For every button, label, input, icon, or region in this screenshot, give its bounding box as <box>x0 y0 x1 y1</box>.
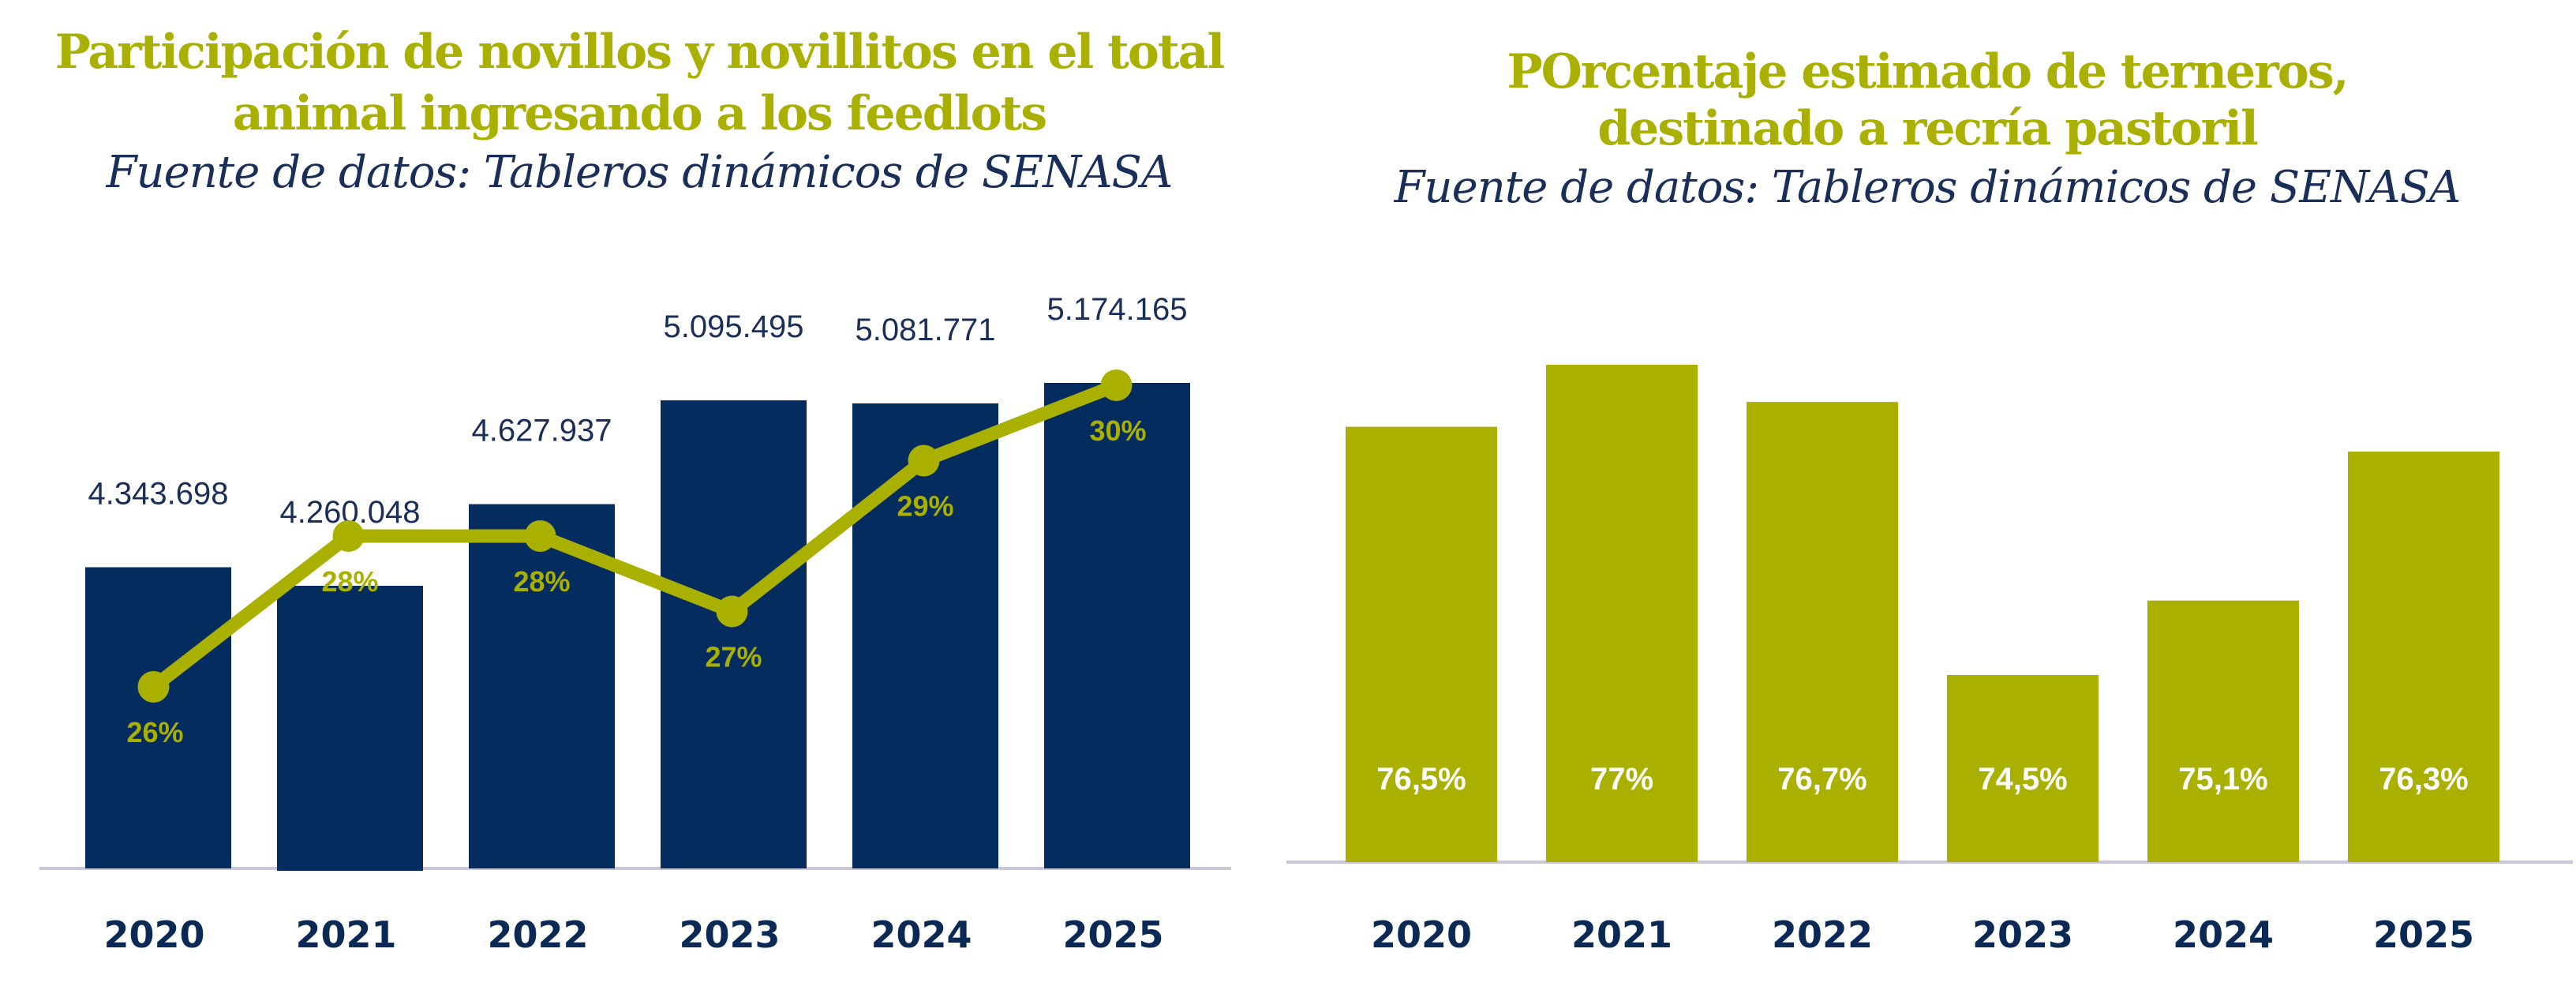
line-point-2025 <box>1100 369 1133 401</box>
chart-subtitle: Fuente de datos: Tableros dinámicos de S… <box>106 147 1174 198</box>
line-point-2024 <box>908 444 940 477</box>
line-point-2023 <box>716 595 748 628</box>
chart-title-line-1: Participación de novillos y novillitos e… <box>54 24 1226 80</box>
x-tick-label-2023: 2023 <box>679 913 780 956</box>
bar-2024 <box>2147 600 2299 862</box>
x-tick-label-2025: 2025 <box>2373 913 2474 956</box>
bar-2025 <box>1044 383 1190 868</box>
bar-2021 <box>1546 365 1698 862</box>
chart-title-line-2: animal ingresando a los feedlots <box>232 86 1047 141</box>
x-tick-label-2022: 2022 <box>487 913 588 956</box>
line-value-label-2022: 28% <box>513 565 570 598</box>
terneros-recria-chart: POrcentaje estimado de terneros, destina… <box>1279 0 2576 990</box>
bar-2024 <box>852 403 998 868</box>
bar-2020 <box>1346 426 1497 862</box>
x-tick-label-2022: 2022 <box>1772 913 1873 956</box>
bar-value-label-2020: 4.343.698 <box>88 476 229 511</box>
bar-2023 <box>1947 675 2099 862</box>
line-value-label-2020: 26% <box>126 716 183 748</box>
bar-value-label-2023: 5.095.495 <box>664 309 804 344</box>
bar-value-label-2022: 76,7% <box>1777 762 1866 797</box>
x-tick-label-2021: 2021 <box>1571 913 1672 956</box>
chart-title-line-2: destinado a recría pastoril <box>1597 101 2259 156</box>
line-series-participacion <box>149 379 1119 692</box>
line-value-label-2025: 30% <box>1089 414 1146 447</box>
bar-value-label-2020: 76,5% <box>1376 762 1466 797</box>
bar-value-label-2025: 5.174.165 <box>1047 292 1188 327</box>
x-tick-label-2023: 2023 <box>1972 913 2073 956</box>
line-point-2020 <box>137 671 170 703</box>
x-tick-label-2021: 2021 <box>295 913 396 956</box>
chart-subtitle: Fuente de datos: Tableros dinámicos de S… <box>1394 162 2462 213</box>
chart-plot-area: 4.343.69820204.260.04820214.627.93720225… <box>39 292 1231 956</box>
x-tick-label-2020: 2020 <box>103 913 204 956</box>
bar-2021 <box>277 586 423 871</box>
line-value-label-2024: 29% <box>897 490 953 523</box>
bar-value-label-2024: 5.081.771 <box>856 313 996 347</box>
bar-value-label-2022: 4.627.937 <box>472 414 612 448</box>
bar-value-label-2025: 76,3% <box>2379 762 2468 797</box>
bar-2025 <box>2348 452 2499 862</box>
line-point-2022 <box>524 520 556 552</box>
line-value-label-2021: 28% <box>321 565 378 598</box>
bar-value-label-2024: 75,1% <box>2178 762 2267 797</box>
line-value-label-2023: 27% <box>705 641 762 673</box>
bar-2023 <box>661 400 807 868</box>
line-point-2021 <box>332 520 365 552</box>
chart-title-line-1: POrcentaje estimado de terneros, <box>1507 44 2349 99</box>
x-tick-label-2025: 2025 <box>1062 913 1163 956</box>
bar-2020 <box>85 567 231 868</box>
bar-2022 <box>469 504 615 868</box>
x-tick-label-2024: 2024 <box>871 913 972 956</box>
bar-value-label-2023: 74,5% <box>1978 762 2067 797</box>
chart-plot-area: 76,5% 2020 77% 2021 76,7% 2022 74,5% 2023 75,1% 2… <box>1286 365 2573 956</box>
bar-value-label-2021: 77% <box>1590 762 1653 797</box>
x-tick-label-2020: 2020 <box>1371 913 1472 956</box>
x-tick-label-2024: 2024 <box>2173 913 2274 956</box>
feedlot-participation-chart: Participación de novillos y novillitos e… <box>0 0 1279 990</box>
bar-2022 <box>1747 402 1898 862</box>
